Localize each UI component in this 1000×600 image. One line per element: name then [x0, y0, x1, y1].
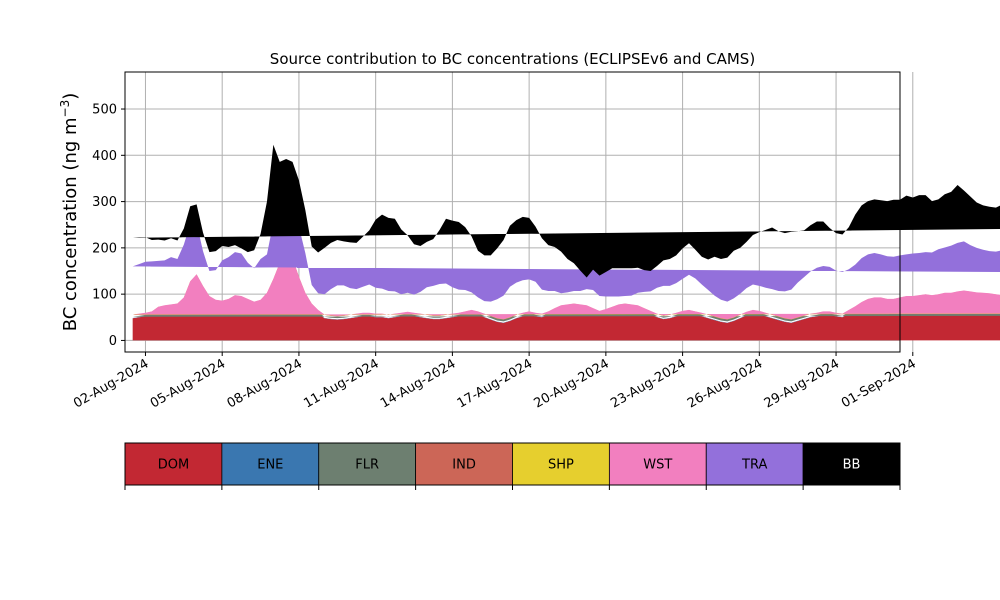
y-axis-label-main: BC concentration (ng m	[60, 117, 81, 331]
x-tick-label: 23-Aug-2024	[608, 356, 688, 411]
area-bb	[132, 144, 1000, 278]
legend-frame	[124, 442, 901, 486]
y-tick-label: 100	[92, 288, 117, 303]
legend-label-tra: TRA	[741, 458, 767, 473]
legend-swatch-shp	[512, 442, 610, 486]
y-tick-label: 400	[92, 149, 117, 164]
x-tick-label: 08-Aug-2024	[225, 356, 305, 411]
y-axis-label: BC concentration (ng m−3)	[58, 93, 81, 332]
legend-label-wst: WST	[643, 458, 672, 473]
legend-label-ene: ENE	[257, 458, 283, 473]
legend-swatch-ene	[221, 442, 320, 486]
area-wst	[132, 246, 1000, 320]
legend-swatch-ind	[415, 442, 513, 486]
x-tick-label: 20-Aug-2024	[532, 356, 612, 411]
legend-label-dom: DOM	[158, 458, 189, 473]
x-tick-label: 05-Aug-2024	[148, 356, 228, 411]
x-tick-label: 02-Aug-2024	[71, 356, 151, 411]
legend-swatch-tra	[705, 442, 804, 486]
y-axis-label-close: )	[60, 93, 81, 100]
x-tick-label: 17-Aug-2024	[455, 356, 535, 411]
plot-frame	[124, 71, 901, 353]
x-tick-label: 11-Aug-2024	[301, 356, 381, 411]
x-axis: 02-Aug-202405-Aug-202408-Aug-202411-Aug-…	[71, 352, 919, 412]
legend-label-ind: IND	[452, 458, 476, 473]
y-tick-label: 0	[109, 334, 117, 349]
x-tick-label: 14-Aug-2024	[378, 356, 458, 411]
x-tick-label: 26-Aug-2024	[685, 356, 765, 411]
y-axis: 0 100 200 300 400 500	[92, 103, 125, 349]
y-tick-label: 500	[92, 103, 117, 118]
x-tick-label: 29-Aug-2024	[762, 356, 842, 411]
area-tra	[132, 192, 1000, 302]
y-axis-label-exponent: −3	[58, 100, 72, 118]
legend-swatch-bb	[802, 442, 901, 486]
chart-title: Source contribution to BC concentrations…	[270, 50, 755, 68]
y-tick-label: 300	[92, 195, 117, 210]
legend-label-shp: SHP	[548, 458, 574, 473]
area-dom	[132, 250, 1000, 341]
legend-label-flr: FLR	[355, 458, 379, 473]
legend-swatch-wst	[608, 442, 707, 486]
legend-swatch-flr	[318, 442, 417, 486]
x-tick-label: 01-Sep-2024	[839, 356, 919, 411]
stacked-areas	[132, 144, 1000, 341]
legend-colorbar: DOM ENE FLR IND SHP WST TRA BB	[124, 442, 901, 490]
y-tick-label: 200	[92, 241, 117, 256]
legend-label-bb: BB	[843, 458, 861, 473]
